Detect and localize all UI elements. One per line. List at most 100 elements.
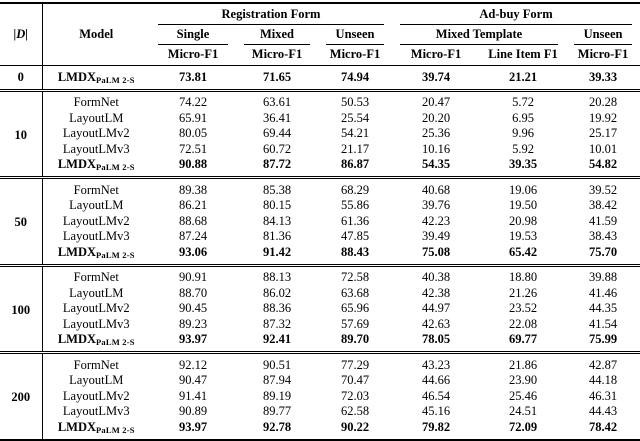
metric-header: Micro-F1 (150, 45, 236, 66)
model-name: LayoutLM (69, 110, 124, 125)
model-subscript: PaLM 2-S (96, 162, 135, 172)
metric-value: 60.72 (262, 141, 292, 156)
metric-value: 41.54 (588, 316, 618, 331)
subgroup-header-single: Single (150, 25, 236, 45)
subgroup-header-unseen-registration: Unseen (318, 25, 392, 45)
metric-value: 65.91 (178, 110, 208, 125)
metric-value: 38.42 (588, 198, 618, 212)
metric-value: 75.99 (588, 332, 618, 346)
col-header-dataset-size: |D| (0, 3, 43, 66)
col-header-model: Model (42, 3, 150, 66)
metric-value: 57.69 (340, 316, 370, 331)
model-name: FormNet (73, 95, 119, 109)
table-row: LayoutLMv3 89.23 87.32 57.69 42.63 22.08 41.54 (0, 317, 640, 333)
metric-value: 85.38 (262, 182, 292, 197)
metric-header: Line Item F1 (480, 45, 566, 66)
metric-value: 88.43 (340, 244, 370, 259)
metric-header: Micro-F1 (566, 45, 640, 66)
metric-value: 80.05 (178, 126, 208, 140)
table-row: LayoutLM 90.47 87.94 70.47 44.66 23.90 44.18 (0, 373, 640, 389)
metric-value: 80.15 (262, 198, 292, 212)
metric-value: 89.77 (262, 404, 292, 418)
metric-value: 89.38 (178, 182, 208, 197)
metric-value: 9.96 (512, 126, 534, 140)
model-name: LayoutLMv3 (62, 141, 130, 156)
metric-value: 10.16 (421, 141, 451, 156)
model-name: FormNet (73, 357, 119, 372)
model-name: LMDXPaLM 2-S (57, 419, 135, 435)
metric-value: 39.49 (421, 229, 451, 243)
metric-value: 72.58 (340, 270, 370, 284)
table-row: LayoutLM 88.70 86.02 63.68 42.38 21.26 41.46 (0, 286, 640, 302)
subgroup-header-mixed: Mixed (236, 25, 318, 45)
table-row: LayoutLMv3 72.51 60.72 21.17 10.16 5.92 10.01 (0, 142, 640, 158)
metric-value: 39.52 (588, 182, 618, 197)
metric-value: 65.96 (340, 301, 370, 315)
metric-value: 44.97 (421, 301, 451, 315)
table-row: LMDXPaLM 2-S 93.97 92.41 89.70 78.05 69.77 75.… (0, 332, 640, 353)
metric-value: 54.82 (588, 157, 618, 171)
metric-value: 36.41 (262, 110, 292, 125)
metric-value: 19.50 (508, 198, 538, 212)
metric-value: 71.65 (262, 69, 292, 84)
table-row: LayoutLMv3 87.24 81.36 47.85 39.49 19.53 38.43 (0, 229, 640, 245)
metric-value: 87.72 (262, 157, 292, 171)
metric-value: 69.44 (262, 126, 292, 140)
model-name: LMDXPaLM 2-S (57, 157, 135, 172)
model-name: LMDXPaLM 2-S (57, 69, 135, 85)
dataset-size: 50 (0, 177, 43, 265)
metric-value: 79.82 (421, 419, 451, 434)
metric-value: 90.22 (340, 419, 370, 434)
model-subscript: PaLM 2-S (96, 249, 135, 260)
dataset-size: 10 (0, 90, 43, 178)
table-row: LMDXPaLM 2-S 90.88 87.72 86.87 54.35 39.35 54.… (0, 157, 640, 178)
metric-value: 63.61 (262, 95, 292, 109)
metric-value: 90.88 (178, 157, 208, 171)
table-row: LMDXPaLM 2-S 93.06 91.42 88.43 75.08 65.42 75.… (0, 245, 640, 266)
metric-value: 78.42 (588, 419, 618, 434)
metric-value: 42.63 (421, 316, 451, 331)
group-header-registration-form: Registration Form (150, 3, 392, 25)
metric-value: 90.47 (178, 373, 208, 387)
metric-value: 77.29 (340, 357, 370, 372)
table-row: LMDXPaLM 2-S 93.97 92.78 90.22 79.82 72.09 78.… (0, 420, 640, 440)
metric-value: 54.21 (340, 126, 370, 140)
metric-value: 91.41 (178, 388, 208, 403)
table-row: 200 FormNet 92.12 90.51 77.29 43.23 21.86 42.87 (0, 352, 640, 440)
metric-value: 18.80 (508, 270, 538, 284)
metric-value: 91.42 (262, 244, 292, 259)
metric-value: 70.47 (340, 373, 370, 387)
metric-value: 73.81 (178, 69, 208, 84)
model-name: LayoutLMv2 (62, 126, 130, 140)
metric-value: 19.06 (508, 182, 538, 197)
metric-value: 45.16 (421, 404, 451, 418)
table-row: LayoutLM 86.21 80.15 55.86 39.76 19.50 38.42 (0, 198, 640, 214)
metric-value: 39.88 (588, 270, 618, 284)
subgroup-header-unseen-adbuy: Unseen (566, 25, 640, 45)
metric-value: 10.01 (588, 141, 618, 156)
subgroup-header-mixed-template: Mixed Template (392, 25, 566, 45)
table-row: LayoutLMv2 90.45 88.36 65.96 44.97 23.52 44.35 (0, 301, 640, 317)
metric-value: 43.23 (421, 357, 451, 372)
metric-value: 25.46 (508, 388, 538, 403)
metric-value: 21.26 (508, 285, 538, 300)
metric-value: 42.87 (588, 357, 618, 372)
table-row: LayoutLM 65.91 36.41 25.54 20.20 6.95 19.92 (0, 111, 640, 127)
metric-value: 38.43 (588, 229, 618, 243)
metric-value: 74.94 (340, 69, 370, 84)
header-split-row: Single Mixed Unseen Mixed Template Unsee… (0, 25, 640, 45)
metric-value: 20.28 (588, 95, 618, 109)
metric-value: 92.12 (178, 357, 208, 372)
table-row: LayoutLMv2 88.68 84.13 61.36 42.23 20.98 41.59 (0, 214, 640, 230)
metric-value: 88.13 (262, 270, 292, 284)
metric-value: 25.54 (340, 110, 370, 125)
metric-value: 88.68 (178, 213, 208, 228)
table-row: 0 LMDXPaLM 2-S 73.81 71.65 74.94 39.74 21.21 39… (0, 65, 640, 90)
metric-value: 25.17 (588, 126, 618, 140)
model-name: LayoutLMv2 (62, 301, 130, 315)
metric-value: 90.51 (262, 357, 292, 372)
metric-value: 44.18 (588, 373, 618, 387)
metric-header: Micro-F1 (318, 45, 392, 66)
header-metric-row: Micro-F1 Micro-F1 Micro-F1 Micro-F1 Line… (0, 45, 640, 66)
